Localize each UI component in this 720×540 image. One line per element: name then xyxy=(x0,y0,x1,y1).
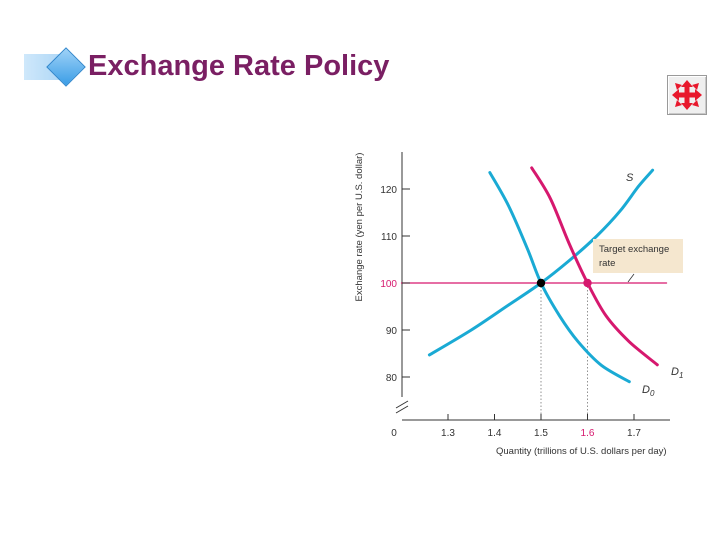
origin-label: 0 xyxy=(391,428,397,439)
series-label-s: S xyxy=(626,172,634,184)
y-tick-label: 90 xyxy=(386,326,398,337)
x-tick-label: 1.6 xyxy=(581,428,595,439)
annotation-pointer xyxy=(627,273,635,283)
x-tick-label: 1.3 xyxy=(441,428,455,439)
target-rate-annotation: Target exchange rate xyxy=(593,239,683,283)
x-axis-title: Quantity (trillions of U.S. dollars per … xyxy=(496,446,667,457)
annotation-text-line1: Target exchange xyxy=(599,244,669,255)
y-tick-label: 120 xyxy=(380,185,397,196)
slide-title-bar: Exchange Rate Policy xyxy=(24,47,444,88)
demand-curve-d0 xyxy=(488,171,631,384)
annotation-box xyxy=(593,239,683,273)
x-tick-label: 1.7 xyxy=(627,428,641,439)
move-button[interactable] xyxy=(667,75,707,115)
y-axis-title: Exchange rate (yen per U.S. dollar) xyxy=(354,153,365,302)
x-tick-label: 1.4 xyxy=(488,428,502,439)
axis-break-marks xyxy=(395,400,409,414)
supply-curve-s xyxy=(427,168,655,357)
series-label-d1: D1 xyxy=(671,366,683,380)
exchange-rate-chart: 80 90 100 110 120 1.3 1.4 1.5 1.6 1.7 S D1 D0 Tar… xyxy=(354,152,683,457)
equilibrium-point-d1 xyxy=(583,278,592,288)
y-tick-label: 80 xyxy=(386,373,398,384)
x-tick-label: 1.5 xyxy=(534,428,548,439)
y-tick-label: 100 xyxy=(380,279,397,290)
four-way-move-arrows-icon xyxy=(672,80,702,110)
slide-title: Exchange Rate Policy xyxy=(88,50,390,82)
equilibrium-point-d0 xyxy=(536,278,546,288)
annotation-text-line2: rate xyxy=(599,258,615,269)
y-tick-label: 110 xyxy=(381,232,397,243)
series-label-d0: D0 xyxy=(642,384,655,398)
